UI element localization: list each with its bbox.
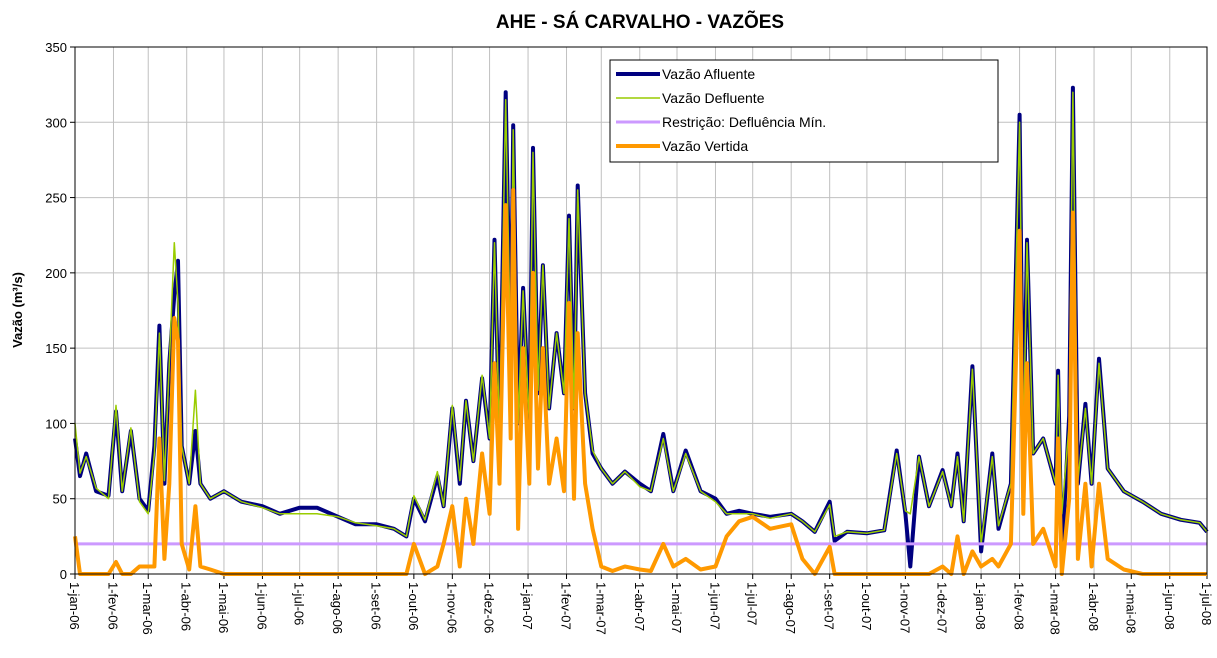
x-tick-label: 1-mai-08 bbox=[1123, 582, 1138, 633]
y-tick-label: 0 bbox=[60, 567, 67, 582]
x-tick-label: 1-ago-07 bbox=[783, 582, 798, 634]
x-tick-label: 1-jan-07 bbox=[520, 582, 535, 630]
x-tick-label: 1-jun-06 bbox=[254, 582, 269, 630]
x-tick-label: 1-out-07 bbox=[859, 582, 874, 630]
x-tick-label: 1-jul-07 bbox=[745, 582, 760, 625]
series-line bbox=[73, 188, 1207, 576]
legend-box bbox=[609, 59, 999, 163]
legend-label: Vazão Vertida bbox=[662, 138, 748, 154]
x-tick-label: 1-ago-06 bbox=[330, 582, 345, 634]
x-tick-label: 1-mai-07 bbox=[669, 582, 684, 633]
x-tick-label: 1-mai-06 bbox=[216, 582, 231, 633]
grid: 0 50 100 150 200 250 300 350 1-jan-06 1-fev-06 1-m… bbox=[45, 40, 1214, 635]
y-tick-label: 100 bbox=[45, 416, 67, 431]
y-tick-label: 350 bbox=[45, 40, 67, 55]
x-tick-label: 1-fev-08 bbox=[1012, 582, 1027, 630]
legend-label: Vazão Defluente bbox=[662, 90, 765, 106]
x-tick-label: 1-jun-07 bbox=[707, 582, 722, 630]
x-tick-label: 1-dez-07 bbox=[935, 582, 950, 633]
x-tick-label: 1-dez-06 bbox=[482, 582, 497, 633]
x-tick-label: 1-mar-07 bbox=[593, 582, 608, 635]
y-axis-label: Vazão (m³/s) bbox=[10, 272, 25, 348]
y-tick-label: 200 bbox=[45, 266, 67, 281]
plot-frame bbox=[74, 46, 1208, 575]
plot bbox=[73, 85, 1209, 576]
x-tick-label: 1-fev-06 bbox=[105, 582, 120, 630]
x-tick-label: 1-mar-06 bbox=[140, 582, 155, 635]
y-tick-label: 150 bbox=[45, 341, 67, 356]
y-tick-label: 250 bbox=[45, 191, 67, 206]
x-tick-label: 1-abr-07 bbox=[632, 582, 647, 631]
x-tick-label: 1-jan-06 bbox=[67, 582, 82, 630]
x-tick-label: 1-set-07 bbox=[822, 582, 837, 630]
legend-label: Vazão Afluente bbox=[662, 66, 755, 82]
legend-label: Restrição: Defluência Mín. bbox=[662, 114, 826, 130]
x-tick-label: 1-mar-08 bbox=[1048, 582, 1063, 635]
x-tick-label: 1-jul-06 bbox=[292, 582, 307, 625]
x-tick-label: 1-set-06 bbox=[369, 582, 384, 630]
x-tick-label: 1-out-06 bbox=[406, 582, 421, 630]
x-tick-label: 1-abr-06 bbox=[179, 582, 194, 631]
x-tick-label: 1-nov-07 bbox=[897, 582, 912, 633]
chart-title: AHE - SÁ CARVALHO - VAZÕES bbox=[496, 11, 784, 33]
x-tick-label: 1-fev-07 bbox=[559, 582, 574, 630]
x-tick-label: 1-jun-08 bbox=[1162, 582, 1177, 630]
x-tick-label: 1-jul-08 bbox=[1199, 582, 1214, 625]
x-tick-label: 1-nov-06 bbox=[444, 582, 459, 633]
x-tick-label: 1-jan-08 bbox=[973, 582, 988, 630]
x-tick-label: 1-abr-08 bbox=[1086, 582, 1101, 631]
y-tick-label: 300 bbox=[45, 115, 67, 130]
legend: Vazão Afluente Vazão Defluente Restrição: … bbox=[609, 59, 999, 163]
y-tick-label: 50 bbox=[53, 492, 67, 507]
